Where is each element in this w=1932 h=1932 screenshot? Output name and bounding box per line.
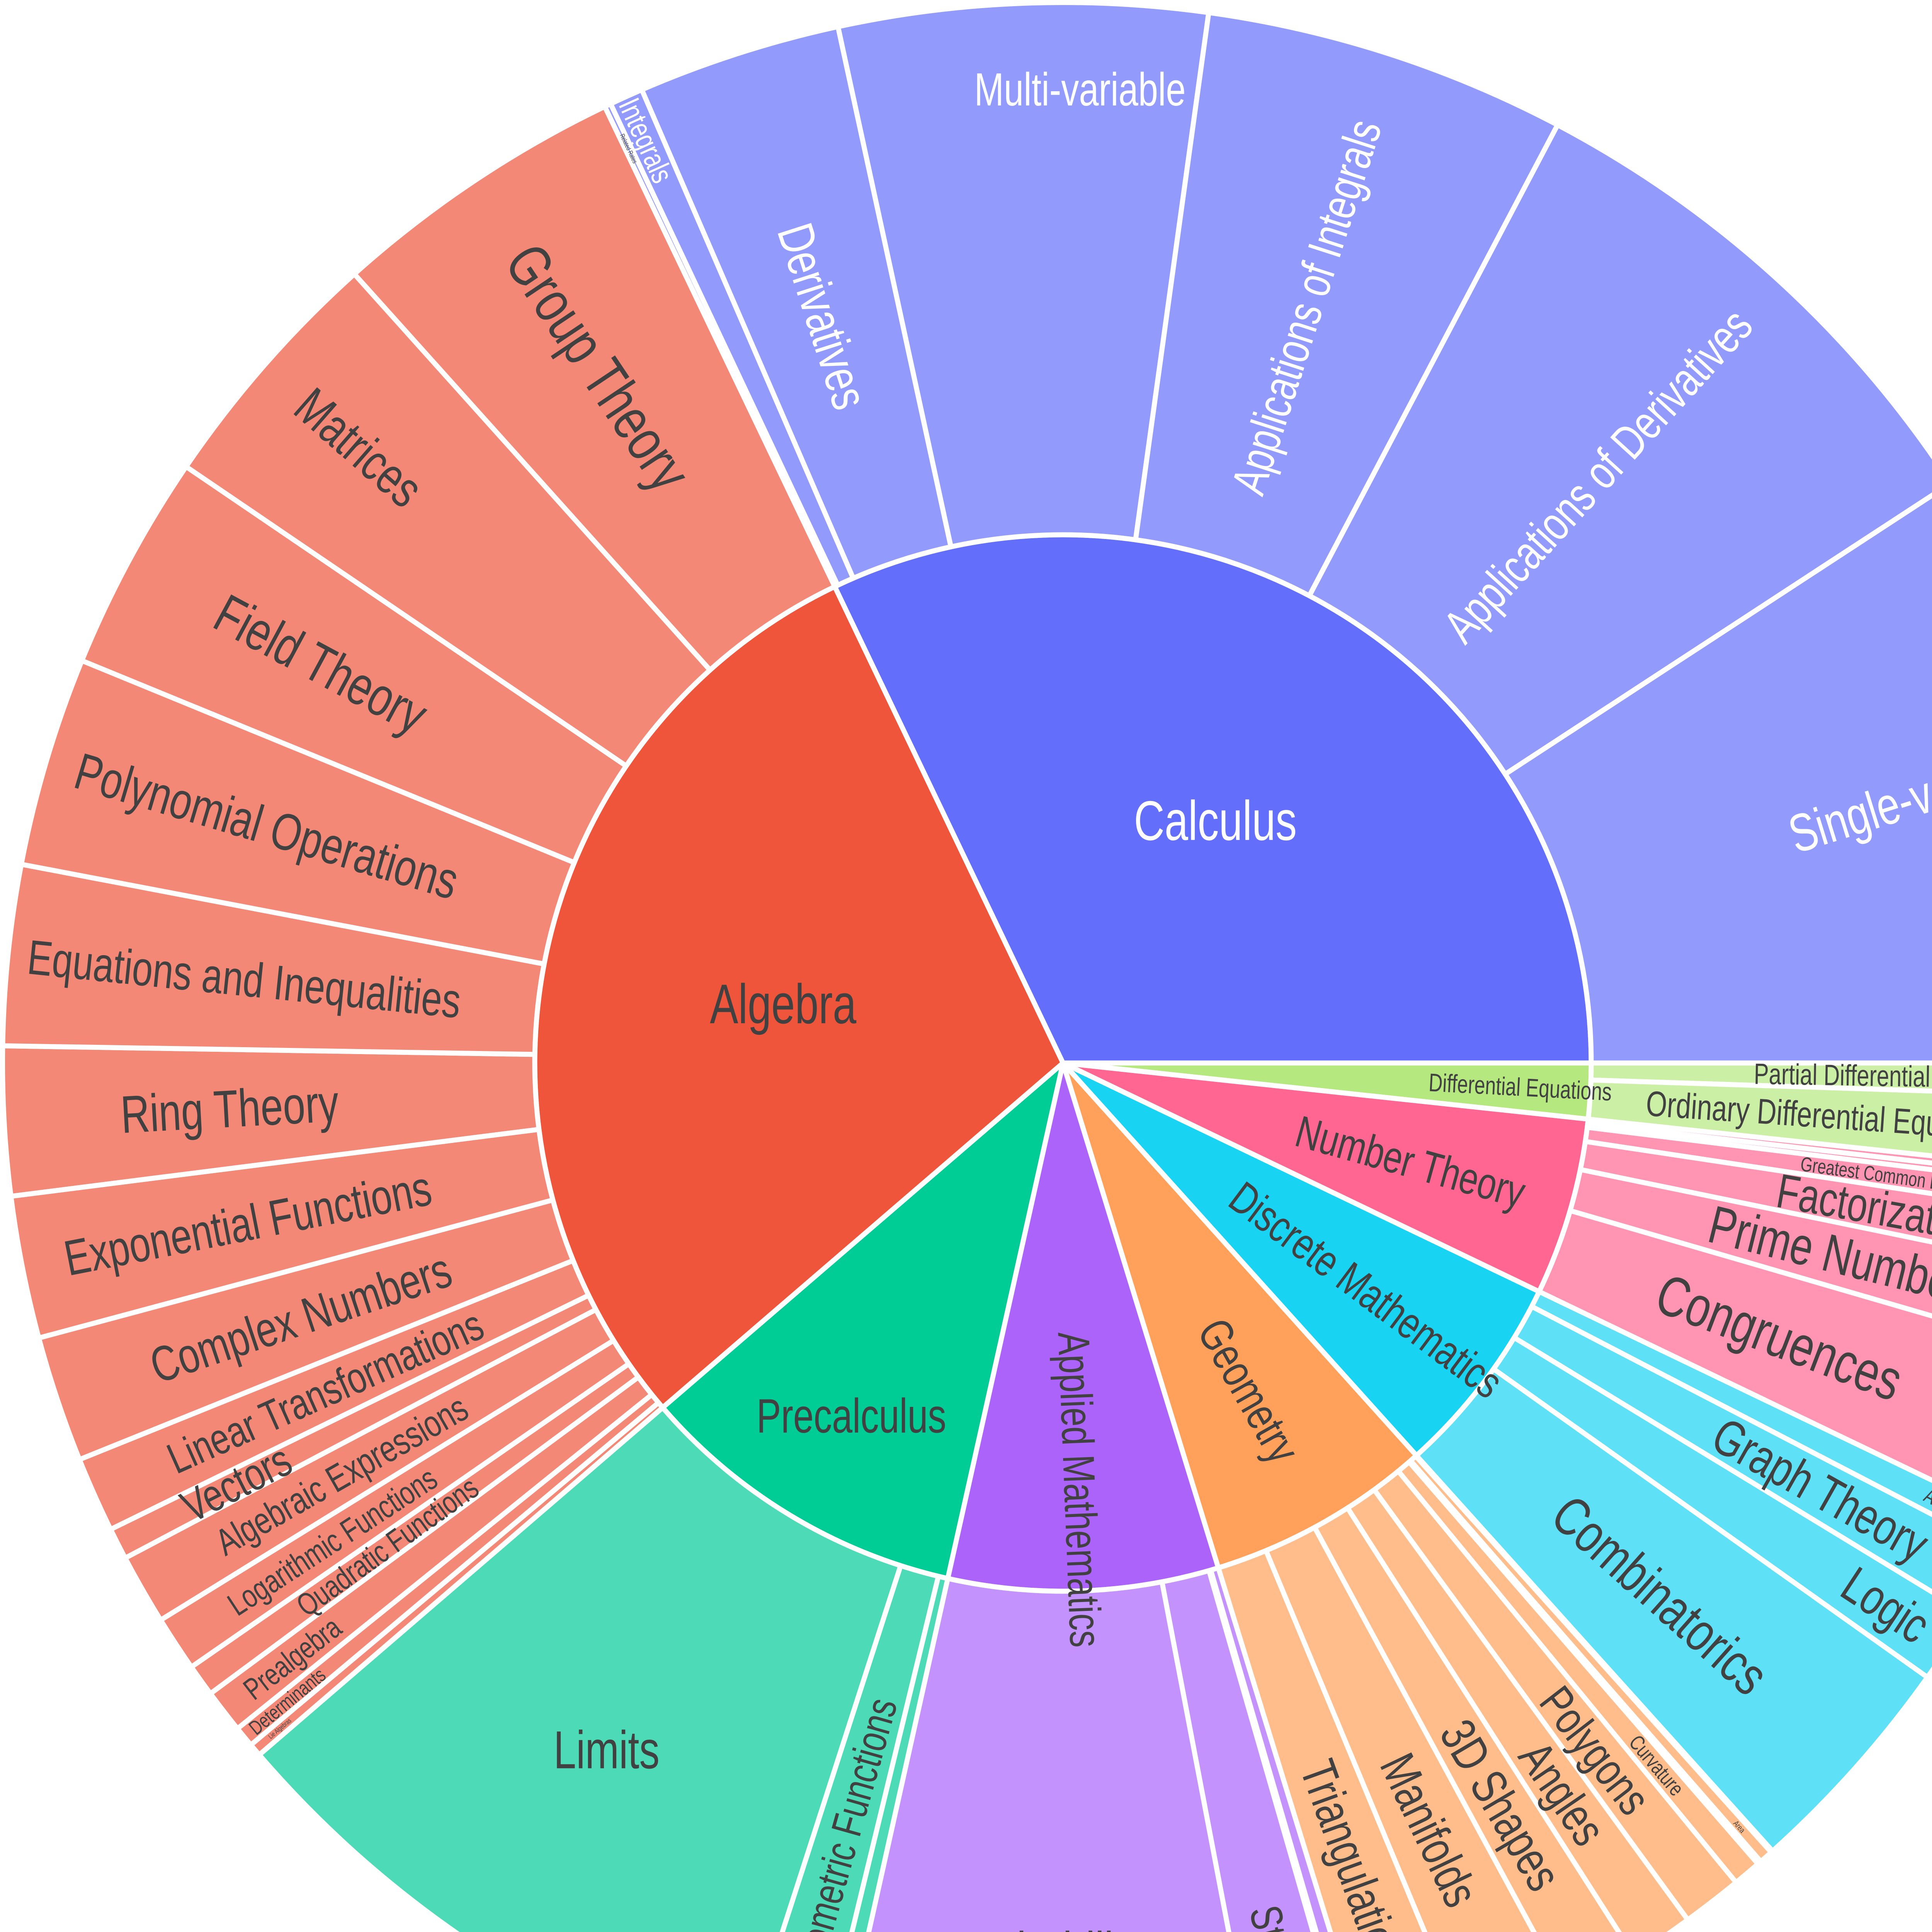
svg-text:Multi-variable: Multi-variable bbox=[974, 63, 1185, 116]
svg-text:Limits: Limits bbox=[554, 1720, 660, 1780]
svg-text:Ring Theory: Ring Theory bbox=[119, 1073, 340, 1145]
svg-text:Partial Differential Equations: Partial Differential Equations (PDEs) bbox=[1753, 1058, 1932, 1097]
svg-text:Precalculus: Precalculus bbox=[757, 1389, 946, 1443]
svg-text:Algebra: Algebra bbox=[710, 973, 856, 1036]
svg-text:Applied Mathematics: Applied Mathematics bbox=[1049, 1331, 1111, 1648]
svg-text:Probability: Probability bbox=[952, 1921, 1146, 1932]
svg-text:Calculus: Calculus bbox=[1134, 790, 1297, 852]
